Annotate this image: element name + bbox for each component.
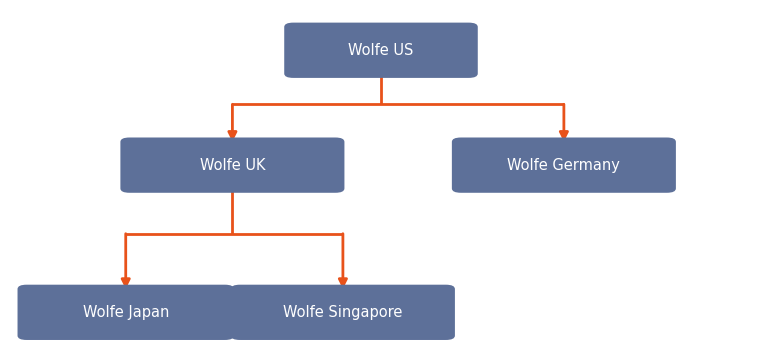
- FancyBboxPatch shape: [452, 137, 676, 193]
- FancyBboxPatch shape: [18, 285, 234, 340]
- FancyBboxPatch shape: [231, 285, 455, 340]
- Text: Wolfe Germany: Wolfe Germany: [507, 158, 620, 173]
- Text: Wolfe UK: Wolfe UK: [200, 158, 265, 173]
- Text: Wolfe Singapore: Wolfe Singapore: [283, 305, 402, 320]
- FancyBboxPatch shape: [284, 23, 478, 78]
- Text: Wolfe Japan: Wolfe Japan: [82, 305, 169, 320]
- Text: Wolfe US: Wolfe US: [348, 43, 414, 58]
- FancyBboxPatch shape: [120, 137, 344, 193]
